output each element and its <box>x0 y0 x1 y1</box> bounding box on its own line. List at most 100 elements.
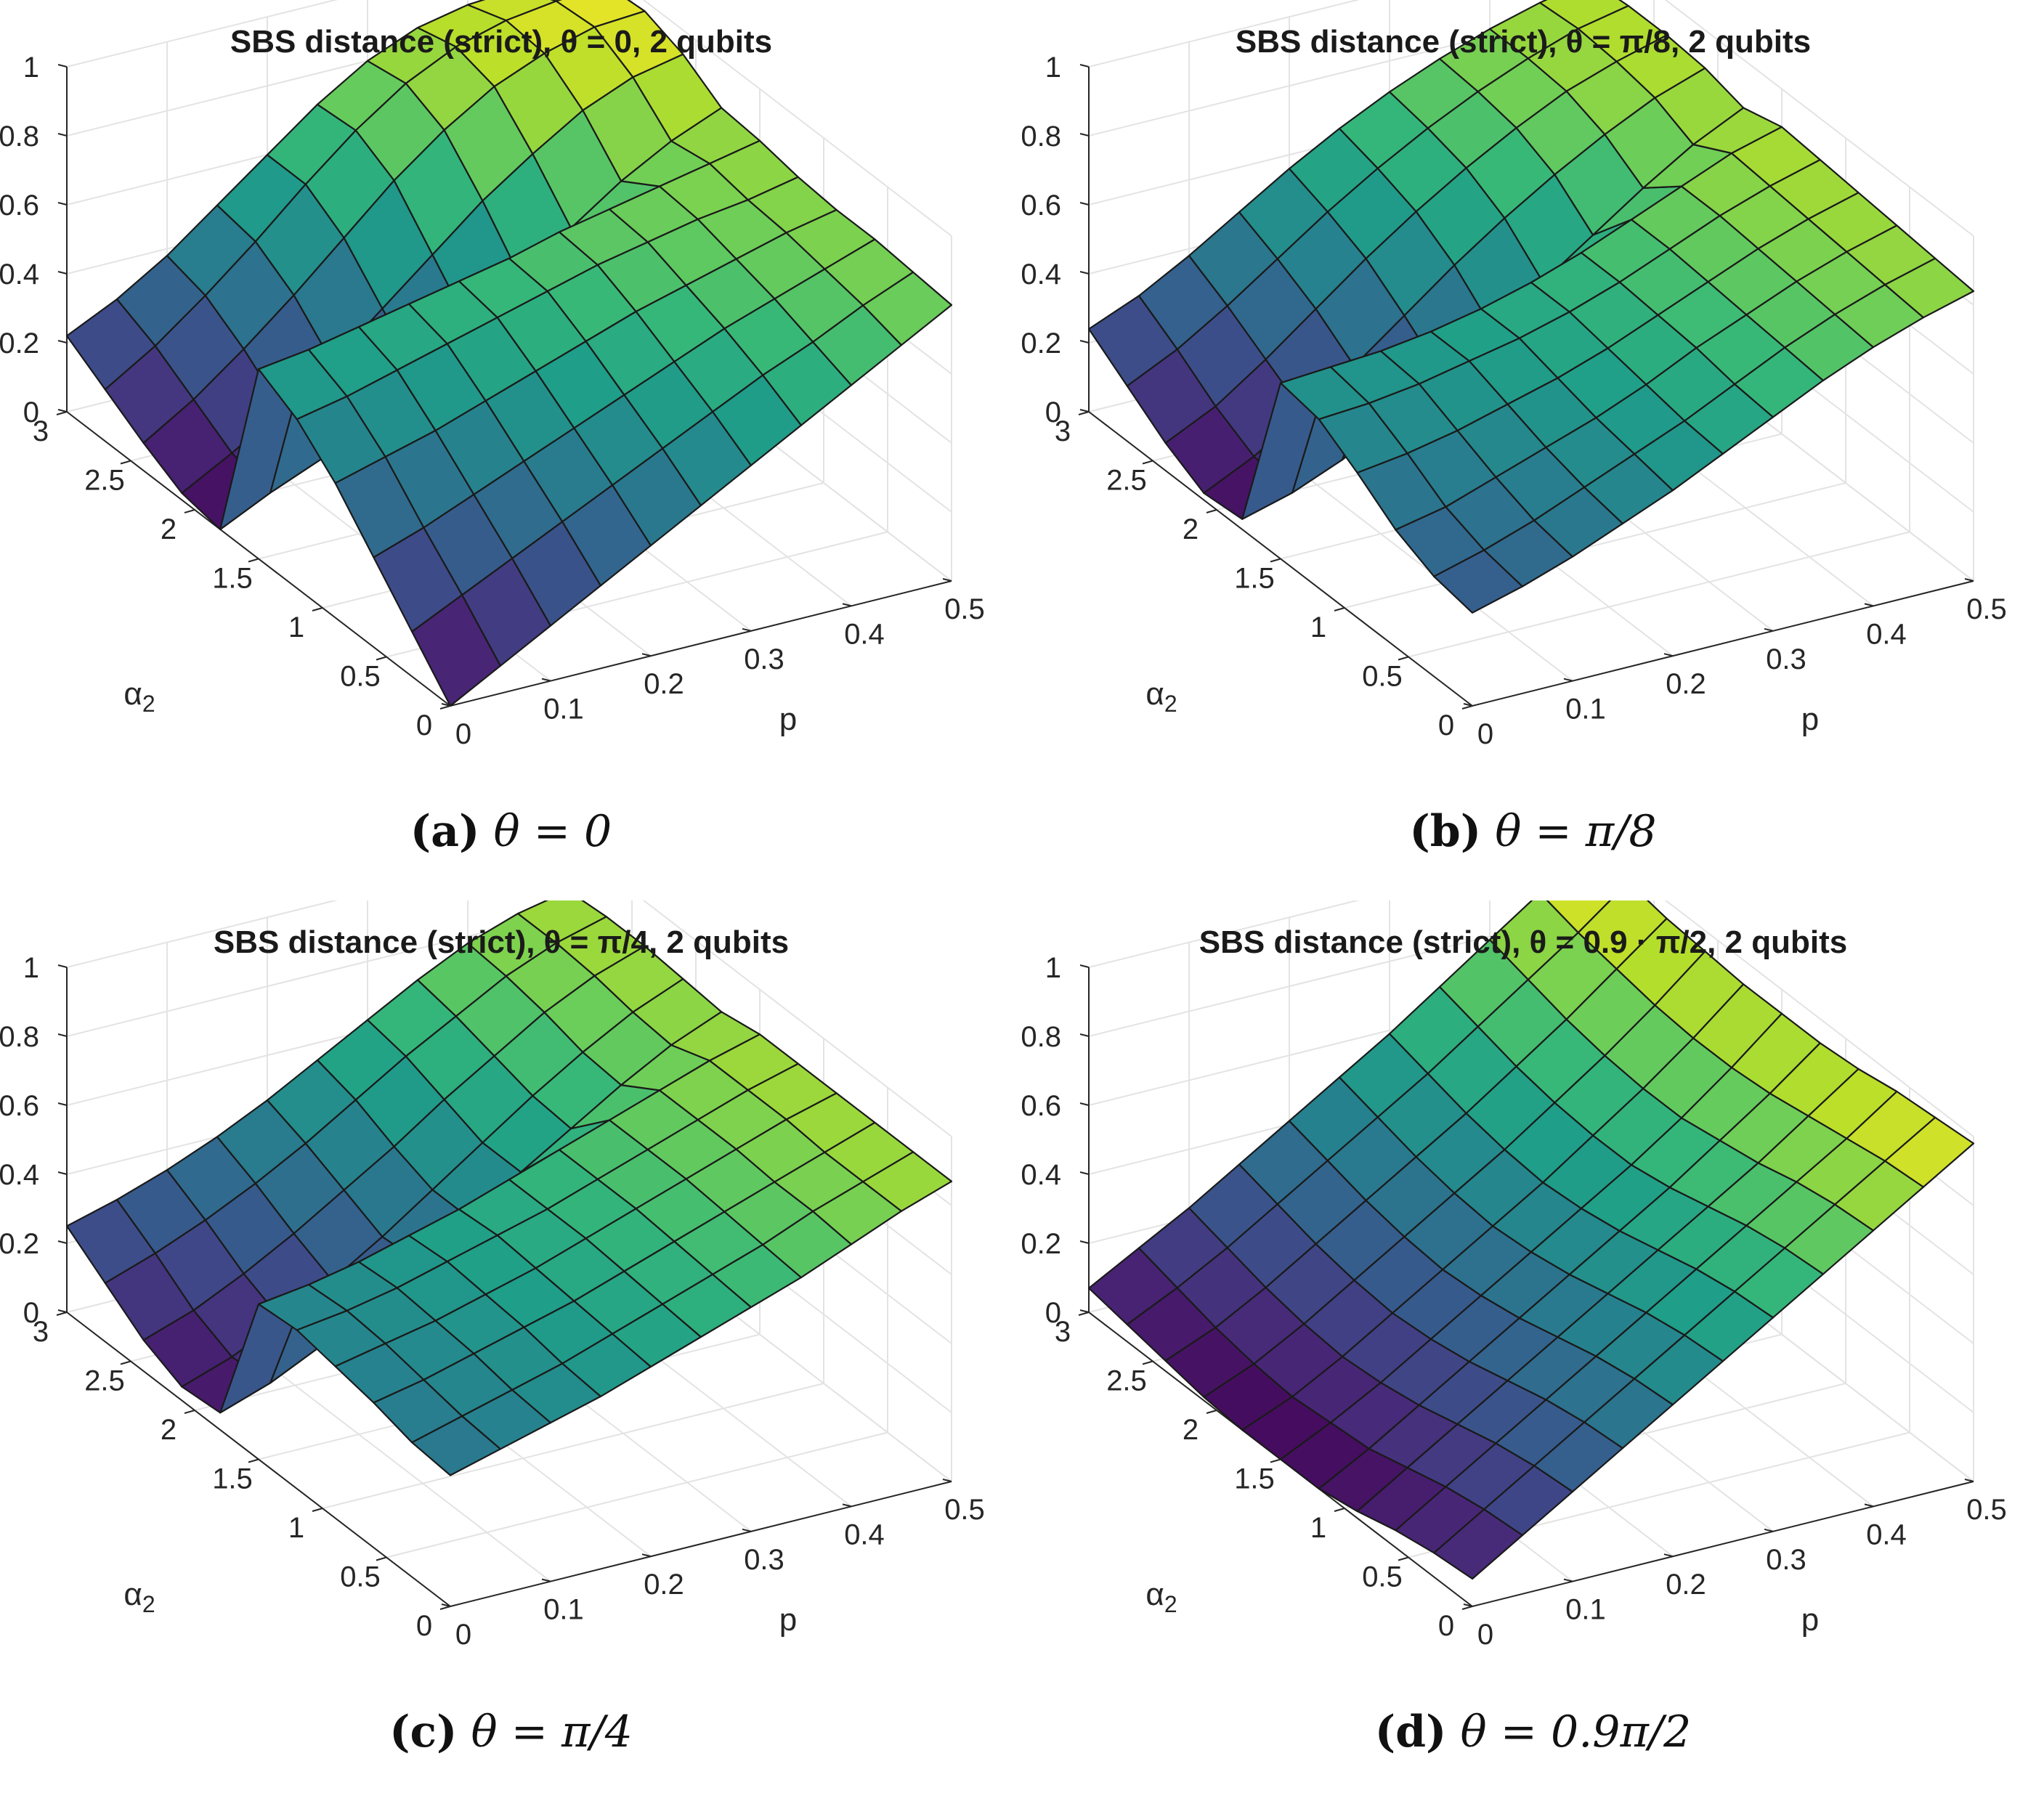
z-tick-label: 0.2 <box>1022 328 1061 359</box>
y-tick-label: 0.5 <box>1362 1561 1403 1593</box>
y-tick-label: 2 <box>1183 513 1199 545</box>
x-tick-label: 0 <box>455 718 471 750</box>
x-tick-label: 0 <box>1477 718 1493 750</box>
y-tick <box>184 1410 195 1414</box>
x-tick-label: 0.2 <box>644 668 684 700</box>
y-tick <box>1461 705 1473 710</box>
y-tick <box>1142 1360 1153 1365</box>
x-tick <box>641 653 652 657</box>
x-tick <box>942 1479 952 1482</box>
y-axis-label: α2 <box>1145 1577 1177 1617</box>
y-tick <box>1334 1508 1345 1512</box>
chart-title: SBS distance (strict), θ = π/4, 2 qubits <box>214 924 789 960</box>
x-tick <box>842 1503 852 1508</box>
x-axis-label: p <box>1801 1602 1819 1638</box>
z-tick <box>57 1102 68 1106</box>
x-tick-label: 0.4 <box>844 1519 885 1550</box>
y-tick-label: 1.5 <box>212 1463 253 1495</box>
z-tick-label: 0 <box>23 1297 39 1329</box>
y-tick <box>248 558 259 563</box>
x-tick-label: 0.1 <box>543 1594 584 1626</box>
caption-label-c: (c) <box>389 1707 458 1757</box>
x-tick <box>1663 653 1674 657</box>
x-axis-label: p <box>1801 702 1819 737</box>
y-tick-label: 0 <box>1438 710 1454 741</box>
y-axis-label: α2 <box>123 1577 155 1617</box>
chart-title: SBS distance (strict), θ = 0, 2 qubits <box>230 24 772 60</box>
y-tick <box>1142 460 1153 465</box>
x-tick <box>441 1603 451 1607</box>
x-tick-label: 0.3 <box>744 1544 784 1576</box>
x-tick-label: 0.2 <box>1666 1569 1706 1601</box>
y-tick-label: 2.5 <box>1106 465 1147 497</box>
x-tick <box>1964 578 1974 582</box>
z-tick <box>1079 340 1090 343</box>
y-axis-label-subscript: 2 <box>1164 1591 1177 1617</box>
grid-line <box>1088 900 1360 968</box>
y-tick-label: 1 <box>288 611 304 643</box>
x-tick-label: 0.5 <box>1966 1494 2007 1526</box>
z-tick <box>1079 409 1090 412</box>
z-tick-label: 0 <box>1045 1297 1061 1329</box>
surface-chart-d: 00.10.20.30.40.500.511.522.5300.20.40.60… <box>1022 900 2007 1651</box>
y-tick <box>120 460 131 465</box>
z-tick-label: 0 <box>1045 397 1061 428</box>
z-tick <box>57 964 68 968</box>
caption-a: (a) θ = 0 <box>0 806 1022 857</box>
z-tick <box>57 1309 68 1313</box>
y-axis-label-subscript: 2 <box>142 1591 155 1617</box>
z-tick-label: 0.8 <box>0 121 39 153</box>
x-tick <box>742 627 752 632</box>
y-tick <box>1078 1312 1090 1316</box>
z-tick <box>1079 964 1090 968</box>
x-tick <box>641 1553 652 1558</box>
x-tick-label: 0.1 <box>1565 694 1606 725</box>
caption-label-d: (d) <box>1374 1707 1447 1757</box>
y-tick-label: 0.5 <box>340 661 381 693</box>
x-tick <box>742 1528 752 1532</box>
surface-chart-c: 00.10.20.30.40.500.511.522.5300.20.40.60… <box>0 900 985 1651</box>
x-tick <box>1563 678 1573 682</box>
chart-panel-a: 0 0.1 0.2 0.3 0.4 0.5 0 0.5 1 1.5 2 2.5 3 0 0.2 0.4 0.6 0… <box>0 0 1022 900</box>
x-tick <box>1764 627 1774 632</box>
z-tick-label: 0 <box>23 397 39 428</box>
x-tick-label: 0.3 <box>1766 643 1806 675</box>
x-tick <box>541 678 551 682</box>
y-tick-label: 1 <box>288 1512 304 1544</box>
y-tick <box>1270 558 1281 563</box>
y-tick <box>1461 1606 1473 1610</box>
y-tick-label: 3 <box>1055 415 1071 447</box>
grid-line <box>66 900 338 968</box>
z-tick <box>1079 202 1090 206</box>
surface <box>65 900 953 1476</box>
surface <box>1087 900 1975 1580</box>
z-tick-label: 0.6 <box>1022 1090 1061 1122</box>
x-tick <box>842 603 852 607</box>
y-tick <box>1398 1556 1409 1561</box>
y-axis-label: α2 <box>1145 676 1177 717</box>
z-tick <box>1079 64 1090 68</box>
surface-patch <box>1884 1116 1975 1188</box>
y-tick-label: 1 <box>1310 1512 1326 1544</box>
z-tick-label: 1 <box>23 52 39 84</box>
z-tick <box>57 409 68 412</box>
surface-chart-b: 00.10.20.30.40.500.511.522.5300.20.40.60… <box>1022 0 2007 750</box>
y-tick-label: 0 <box>416 710 432 741</box>
y-tick <box>1270 1458 1281 1463</box>
y-axis-label: α2 <box>123 676 155 717</box>
grid-line <box>1408 531 1910 658</box>
surface <box>65 0 953 707</box>
z-tick <box>57 64 68 68</box>
x-axis-line <box>1472 580 1974 707</box>
caption-label-b: (b) <box>1409 806 1482 857</box>
y-tick <box>312 607 323 611</box>
caption-math-b: θ = π/8 <box>1495 806 1657 857</box>
z-tick <box>1079 1240 1090 1244</box>
grid-line <box>1088 0 1360 68</box>
z-tick <box>57 1240 68 1244</box>
y-axis-label-subscript: 2 <box>142 691 155 717</box>
x-tick-label: 0.2 <box>1666 668 1706 700</box>
z-tick-label: 0.6 <box>0 1090 39 1122</box>
z-tick <box>1079 1102 1090 1106</box>
z-tick <box>57 340 68 343</box>
